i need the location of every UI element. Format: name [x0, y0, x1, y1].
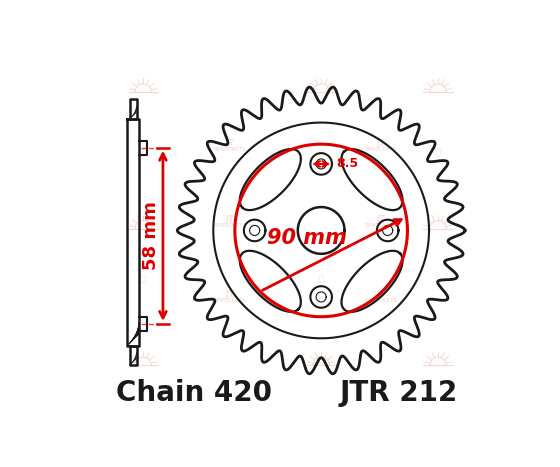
Text: ル: ル: [141, 149, 146, 158]
Text: JT: JT: [225, 290, 234, 299]
Text: ル: ル: [436, 149, 441, 158]
Text: 90 mm: 90 mm: [267, 227, 347, 248]
Text: SPROCKETS: SPROCKETS: [213, 223, 246, 228]
Text: SPROCKETS: SPROCKETS: [364, 147, 396, 152]
Text: JT: JT: [376, 215, 385, 224]
Text: 58 mm: 58 mm: [142, 201, 160, 270]
Text: SPROCKETS: SPROCKETS: [364, 223, 396, 228]
Text: SPROCKETS: SPROCKETS: [213, 298, 246, 303]
Text: ル: ル: [141, 275, 146, 283]
Text: JTR 212: JTR 212: [339, 379, 458, 407]
Text: JT: JT: [225, 215, 234, 224]
Text: ル: ル: [319, 149, 324, 158]
Text: JT: JT: [376, 139, 385, 148]
Text: SPROCKETS: SPROCKETS: [213, 147, 246, 152]
Text: 8.5: 8.5: [336, 157, 358, 170]
Text: SPROCKETS: SPROCKETS: [364, 298, 396, 303]
Text: Chain 420: Chain 420: [116, 379, 272, 407]
Text: JT: JT: [376, 290, 385, 299]
Text: JT: JT: [225, 139, 234, 148]
Text: ル: ル: [319, 275, 324, 283]
Text: ル: ル: [436, 275, 441, 283]
